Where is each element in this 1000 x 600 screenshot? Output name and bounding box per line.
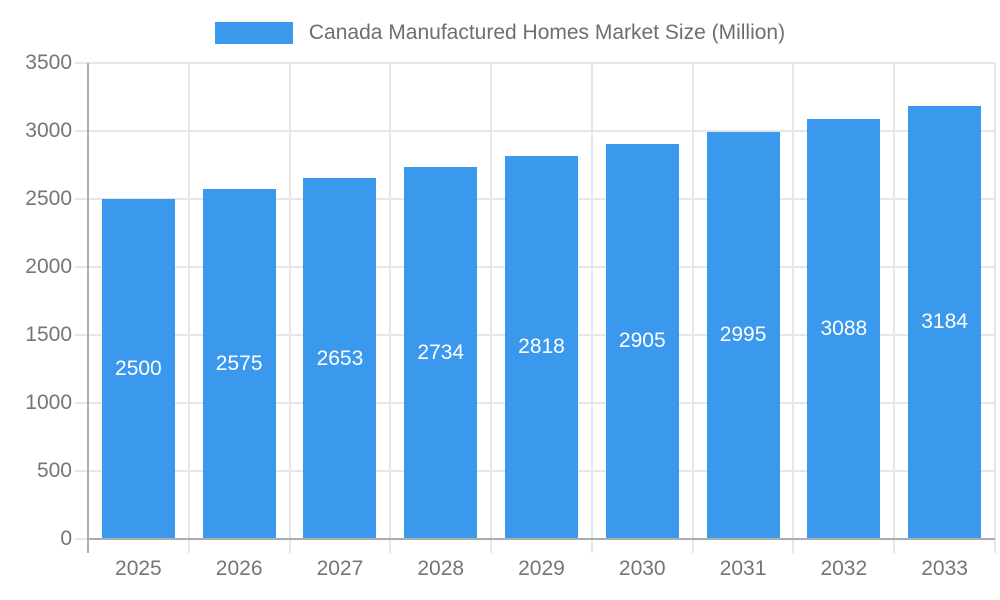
y-tick: [75, 198, 88, 200]
x-tick-label: 2027: [316, 557, 364, 580]
x-tick-label: 2028: [417, 557, 465, 580]
bar[interactable]: 3088: [807, 119, 881, 539]
bar-value-label: 2995: [719, 323, 767, 347]
bar[interactable]: 2995: [706, 131, 780, 539]
y-axis-line: [87, 63, 89, 553]
x-tick-label: 2026: [215, 557, 263, 580]
y-tick-label: 2000: [25, 255, 72, 278]
bar[interactable]: 3184: [908, 105, 982, 539]
y-tick: [75, 266, 88, 268]
x-gridline: [994, 63, 996, 539]
y-tick-label: 1000: [25, 391, 72, 414]
y-tick: [75, 130, 88, 132]
x-tick: [691, 539, 694, 553]
bar-value-label: 2905: [618, 329, 666, 353]
bar[interactable]: 2500: [101, 199, 175, 539]
bar[interactable]: 2905: [605, 143, 679, 539]
x-axis-line: [88, 538, 995, 540]
y-tick-label: 1500: [25, 323, 72, 346]
y-tick: [75, 334, 88, 336]
legend-swatch: [214, 22, 293, 44]
legend-label: Canada Manufactured Homes Market Size (M…: [308, 21, 786, 44]
y-tick: [75, 402, 88, 404]
x-gridline: [389, 63, 392, 539]
x-tick-label: 2030: [618, 557, 666, 580]
x-tick: [994, 539, 996, 553]
y-gridline: [88, 130, 995, 132]
x-tick: [893, 539, 896, 553]
bar-value-label: 2818: [518, 335, 565, 359]
chart-legend[interactable]: Canada Manufactured Homes Market Size (M…: [0, 11, 1000, 55]
bar[interactable]: 2734: [404, 167, 478, 539]
x-tick: [590, 539, 593, 553]
bar-value-label: 2734: [417, 341, 465, 365]
plot-area: 0 500 1000 1500 2000 2500 3000 3500 2500 2575 2653…: [25, 51, 996, 580]
y-tick-label: 3000: [25, 119, 72, 142]
x-tick: [490, 539, 493, 553]
x-gridline: [893, 63, 896, 539]
x-tick-label: 2032: [820, 557, 868, 580]
x-tick: [288, 539, 291, 553]
bar[interactable]: 2575: [202, 188, 276, 539]
x-gridline: [691, 63, 694, 539]
x-tick-label: 2025: [115, 557, 162, 580]
y-tick: [75, 538, 88, 540]
bar[interactable]: 2818: [505, 155, 578, 539]
x-tick: [792, 539, 795, 553]
x-gridline: [490, 63, 493, 539]
x-gridline: [590, 63, 593, 539]
bar-value-label: 2653: [316, 346, 364, 370]
y-tick-label: 500: [36, 459, 72, 482]
bar-value-label: 2575: [215, 351, 263, 375]
y-tick-label: 0: [60, 527, 72, 550]
bar-value-label: 2500: [115, 357, 162, 380]
x-gridline: [288, 63, 291, 539]
x-tick-label: 2029: [518, 557, 565, 580]
y-tick: [75, 62, 88, 64]
y-tick-label: 2500: [25, 187, 72, 210]
x-tick: [389, 539, 392, 553]
x-gridline: [792, 63, 795, 539]
x-tick-label: 2033: [921, 557, 968, 580]
y-tick: [75, 470, 88, 472]
bar[interactable]: 2653: [303, 178, 377, 539]
x-tick-label: 2031: [719, 557, 767, 580]
x-gridline: [187, 63, 190, 539]
x-tick: [187, 539, 190, 553]
bar-value-label: 3088: [820, 317, 868, 340]
y-tick-label: 3500: [25, 51, 72, 74]
bar-value-label: 3184: [921, 310, 968, 334]
y-gridline: [88, 62, 995, 64]
